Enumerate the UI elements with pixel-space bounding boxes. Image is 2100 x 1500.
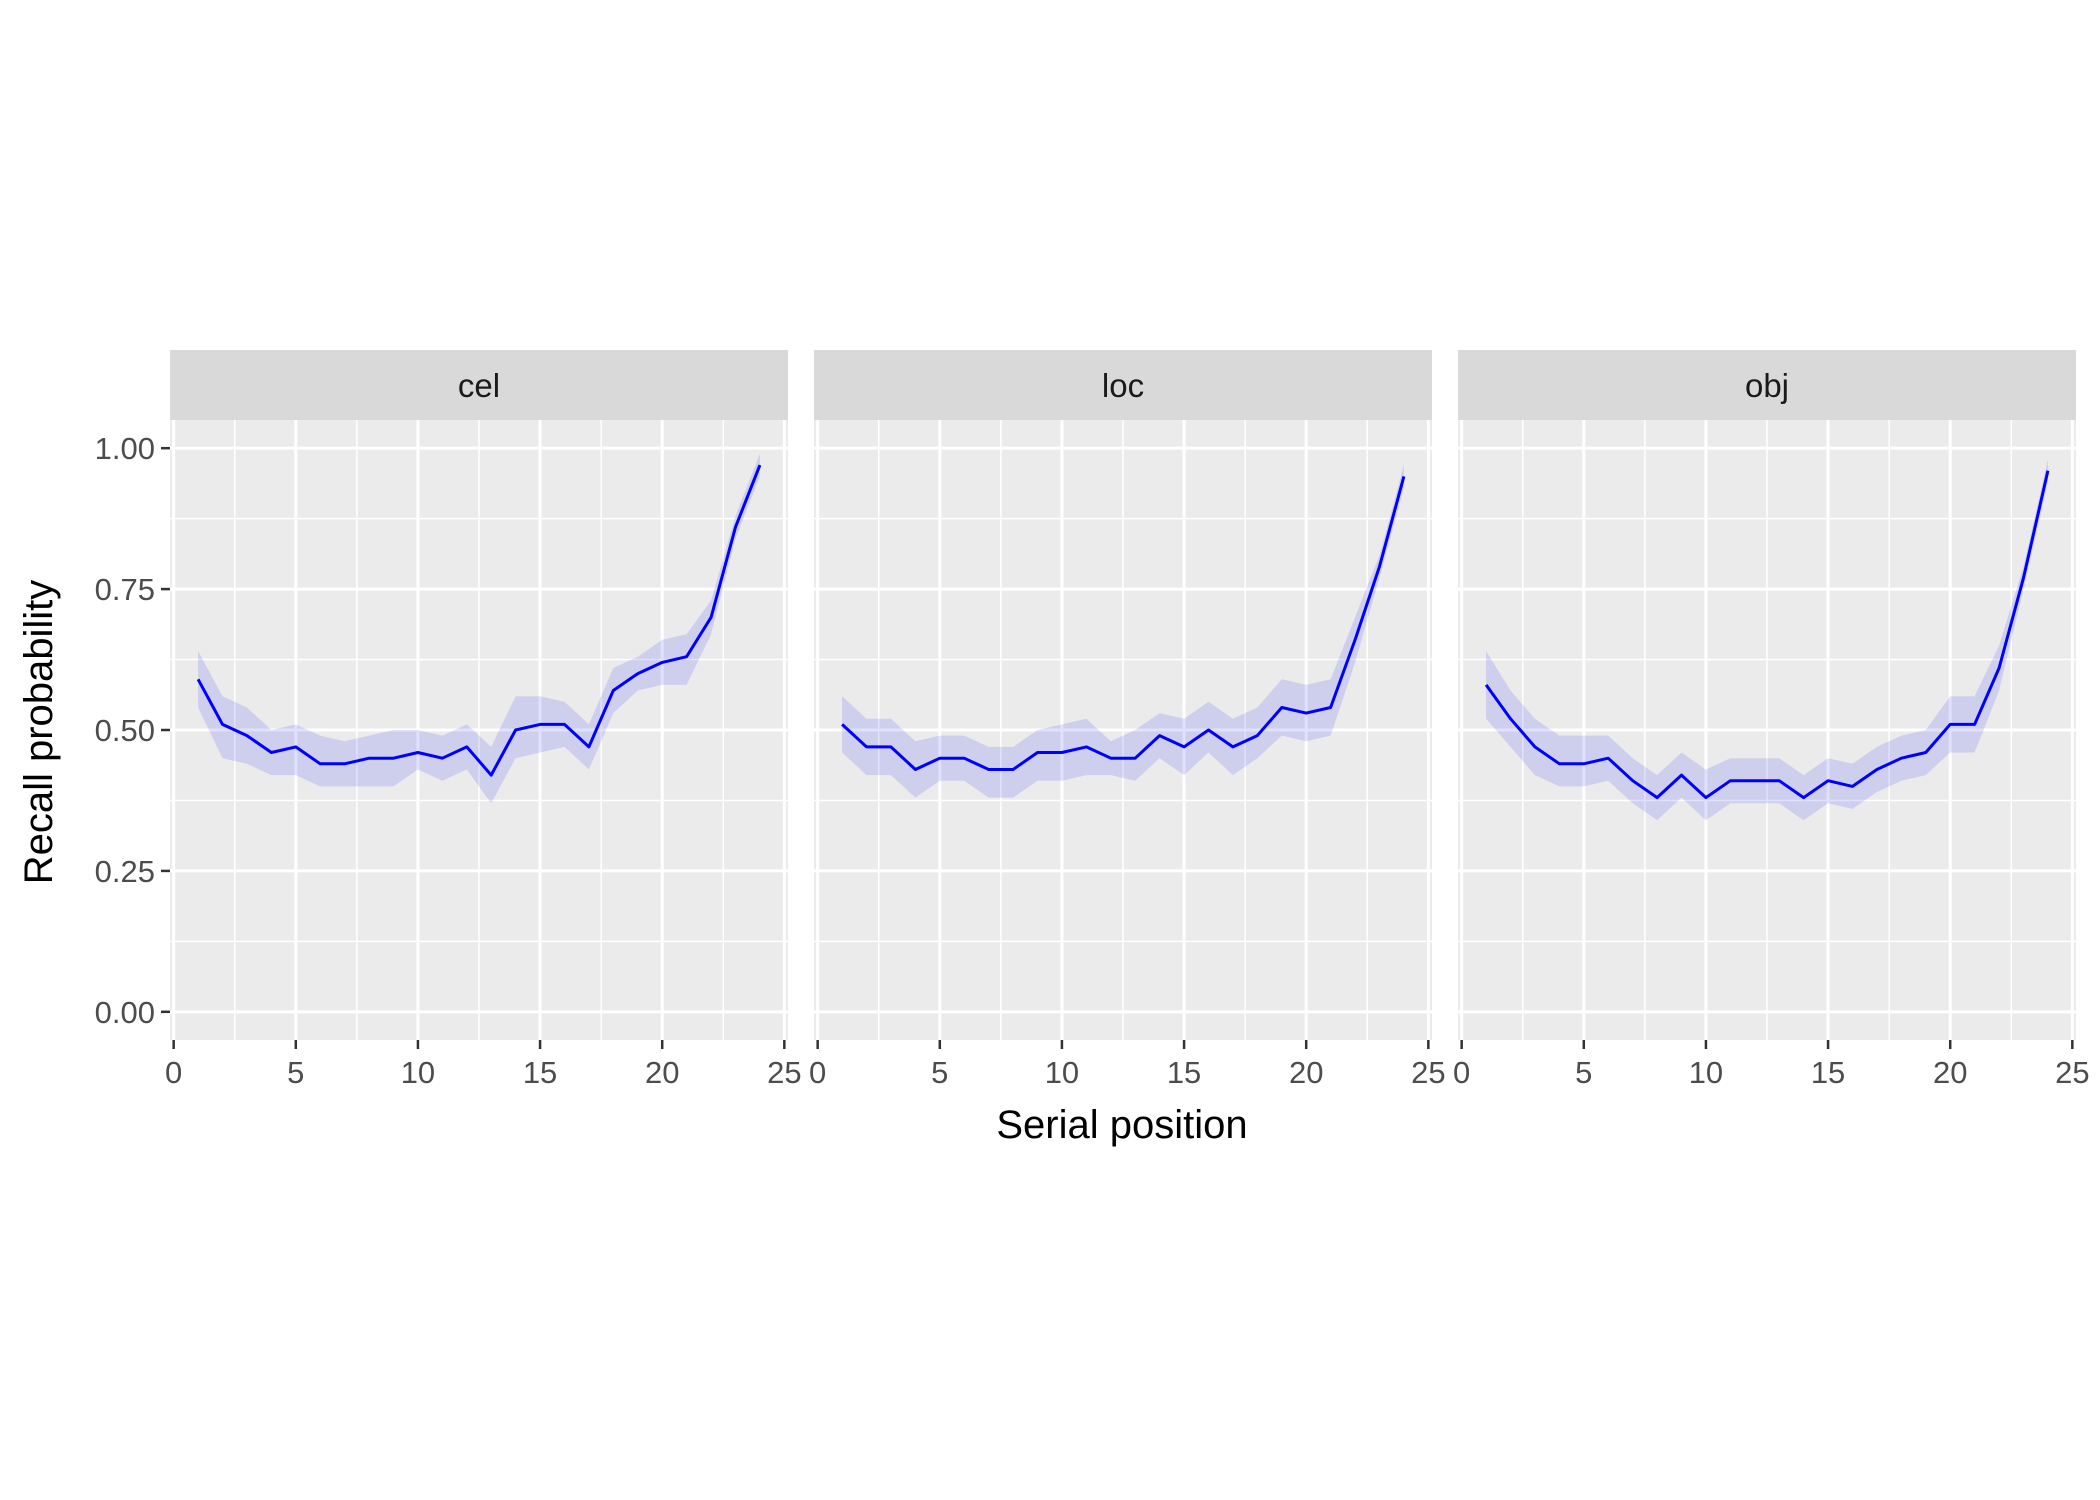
- panel-loc: loc 0 5 10 15 20 25: [809, 350, 1446, 1090]
- series-line: [1484, 470, 2050, 800]
- x-tick-label: 20: [645, 1055, 679, 1090]
- series-line: [196, 464, 762, 777]
- x-tick-label: 10: [1689, 1055, 1723, 1090]
- x-tick-label: 5: [1575, 1055, 1592, 1090]
- y-axis-title: Recall probability: [17, 580, 61, 885]
- confidence-ribbon: [842, 465, 1404, 798]
- x-axis-title: Serial position: [996, 1103, 1247, 1147]
- x-tick-label: 5: [931, 1055, 948, 1090]
- panels: cel 0 5 10 15 20 25 0.00 0.25 0.50 0.75 1.00 loc 0 5 10…: [95, 350, 2090, 1090]
- panel-obj: obj 0 5 10 15 20 25: [1453, 350, 2090, 1090]
- facet-label: loc: [1102, 367, 1144, 404]
- x-tick-label: 25: [2055, 1055, 2089, 1090]
- x-tick-label: 15: [1167, 1055, 1201, 1090]
- x-tick-label: 20: [1933, 1055, 1967, 1090]
- series-line: [841, 476, 1406, 771]
- panel-cel: cel 0 5 10 15 20 25 0.00 0.25 0.50 0.75 1.00: [95, 350, 802, 1090]
- y-tick-label: 0.50: [95, 713, 155, 748]
- x-tick-label: 20: [1289, 1055, 1323, 1090]
- facet-strip: [814, 350, 1432, 420]
- x-tick-label: 0: [809, 1055, 826, 1090]
- x-tick-label: 25: [1411, 1055, 1445, 1090]
- x-tick-label: 15: [523, 1055, 557, 1090]
- y-tick-label: 0.25: [95, 854, 155, 889]
- y-tick-label: 0.75: [95, 572, 155, 607]
- facet-label: obj: [1745, 367, 1789, 404]
- y-tick-label: 0.00: [95, 995, 155, 1030]
- x-tick-label: 10: [1045, 1055, 1079, 1090]
- x-tick-label: 0: [165, 1055, 182, 1090]
- x-tick-label: 5: [287, 1055, 304, 1090]
- x-tick-label: 25: [767, 1055, 801, 1090]
- facet-strip: [170, 350, 788, 420]
- x-tick-label: 0: [1453, 1055, 1470, 1090]
- facet-strip: [1458, 350, 2076, 420]
- x-tick-label: 15: [1811, 1055, 1845, 1090]
- x-tick-label: 10: [401, 1055, 435, 1090]
- y-tick-label: 1.00: [95, 431, 155, 466]
- facet-label: cel: [458, 367, 500, 404]
